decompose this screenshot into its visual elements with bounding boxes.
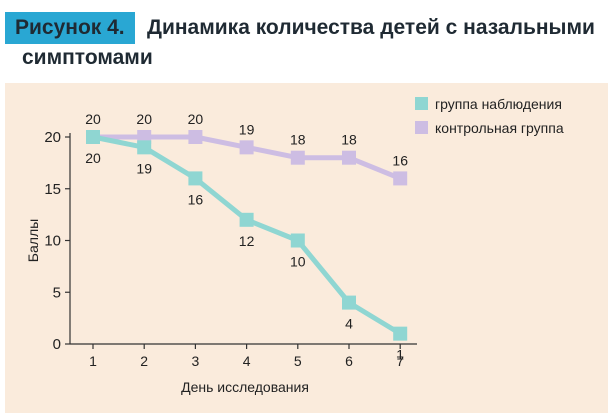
data-point-observation: [137, 140, 152, 155]
data-label-control: 20: [188, 111, 204, 127]
data-point-observation: [290, 233, 305, 248]
data-point-control: [188, 130, 203, 144]
data-point-control: [290, 150, 305, 165]
data-label-observation: 1: [396, 347, 404, 363]
data-label-observation: 10: [290, 254, 306, 270]
figure-title-line2: симптомами: [22, 46, 153, 69]
x-tick-label: 7: [396, 353, 404, 369]
legend-swatch: [415, 121, 428, 134]
y-axis-title: Баллы: [25, 219, 41, 262]
legend-label: группа наблюдения: [435, 96, 562, 112]
data-point-control: [342, 150, 356, 165]
data-label-observation: 12: [239, 233, 255, 249]
data-label-observation: 4: [345, 316, 353, 332]
data-label-control: 19: [239, 121, 255, 137]
data-point-observation: [393, 326, 408, 341]
data-label-control: 18: [341, 132, 357, 148]
x-tick-label: 1: [89, 353, 97, 369]
chart-series: 20 19 16 12 10 4 1 20 20 20 19 18 18 16: [85, 111, 408, 363]
data-point-observation: [86, 130, 100, 144]
x-tick-label: 2: [140, 353, 148, 369]
x-tick-label: 3: [192, 353, 200, 369]
data-label-control: 20: [85, 111, 101, 127]
data-label-observation: 20: [85, 150, 101, 166]
x-tick-label: 6: [345, 353, 353, 369]
x-tick-label: 4: [243, 353, 251, 369]
chart-legend: группа наблюдения контрольная группа: [415, 96, 564, 136]
data-point-control: [239, 140, 254, 155]
data-label-observation: 19: [136, 160, 152, 176]
data-point-control: [393, 171, 408, 186]
data-point-observation: [342, 295, 356, 310]
y-tick-label: 15: [44, 181, 61, 198]
data-point-observation: [188, 171, 203, 186]
legend-label: контрольная группа: [435, 120, 564, 136]
figure-title-line1: Динамика количества детей с назальными: [147, 16, 595, 39]
chart-panel: 0 5 10 15 20 1 2 3 4 5 6 7 День исследования Баллы 20…: [5, 83, 608, 413]
y-tick-label: 10: [44, 233, 61, 250]
y-tick-label: 0: [53, 336, 61, 353]
figure-header: Рисунок 4. Динамика количества детей с н…: [0, 0, 613, 82]
figure-label: Рисунок 4.: [5, 12, 135, 44]
x-tick-label: 5: [294, 353, 302, 369]
y-tick-label: 20: [44, 129, 61, 146]
y-tick-label: 5: [53, 284, 61, 301]
data-label-control: 20: [136, 111, 152, 127]
data-label-control: 18: [290, 132, 306, 148]
data-label-observation: 16: [188, 191, 204, 207]
x-axis-title: День исследования: [181, 379, 309, 395]
data-label-control: 16: [392, 152, 408, 168]
data-point-observation: [239, 212, 254, 227]
legend-swatch: [415, 97, 428, 110]
